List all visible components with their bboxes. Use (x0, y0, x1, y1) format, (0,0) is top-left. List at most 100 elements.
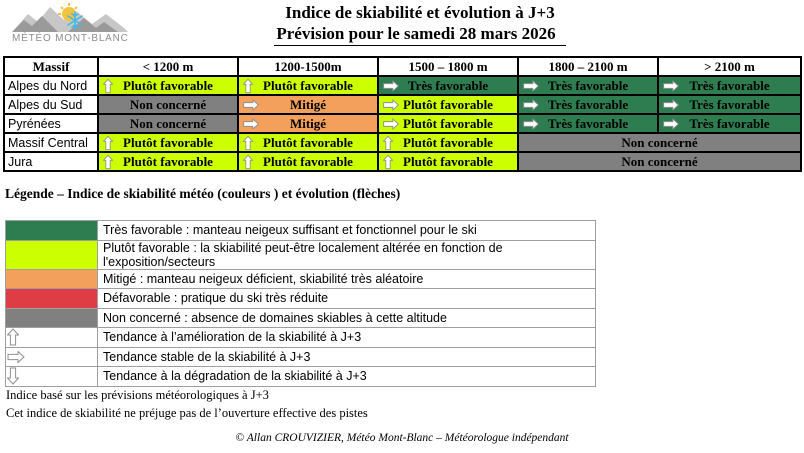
title-line1: Indice de skiabilité et évolution à J+3 (285, 3, 555, 22)
legend-row: Mitigé : manteau neigeux déficient, skia… (5, 268, 596, 289)
status-cell: Très favorable (657, 75, 802, 96)
table-row: Jura Plutôt favorable Plutôt favorable Plut… (3, 151, 802, 172)
legend-item-text: Plutôt favorable : la skiabilité peut-êt… (97, 239, 596, 270)
footnote-line2: Cet indice de skiabilité ne préjuge pas … (6, 406, 368, 420)
legend-row: Non concerné : absence de domaines skiab… (5, 307, 596, 328)
status-label: Très favorable (547, 115, 629, 131)
status-cell: Plutôt favorable (97, 151, 239, 172)
status-cell: Plutôt favorable (237, 132, 379, 153)
status-label: Plutôt favorable (123, 134, 213, 150)
status-cell: Non concerné (517, 132, 802, 153)
table-row: Pyrénées Non concerné Mitigé Plutôt favorab… (3, 113, 802, 134)
status-label: Très favorable (689, 96, 770, 112)
trend-right-icon (383, 80, 399, 91)
col-header-massif: Massif (3, 56, 99, 77)
mountain-sun-snowflake-icon (12, 3, 128, 32)
trend-right-icon (663, 99, 679, 110)
forecast-table: Massif < 1200 m 1200-1500m 1500 – 1800 m 180… (3, 56, 802, 172)
legend-item-text: Mitigé : manteau neigeux déficient, skia… (97, 268, 596, 289)
status-label: Non concerné (621, 134, 698, 150)
legend-item-text: Tendance stable de la skiabilité à J+3 (97, 346, 596, 367)
status-label: Plutôt favorable (263, 153, 353, 169)
status-label: Non concerné (621, 153, 698, 169)
header-row: Massif < 1200 m 1200-1500m 1500 – 1800 m 180… (3, 56, 802, 77)
status-cell: Non concerné (517, 151, 802, 172)
meteo-mont-blanc-logo: MÉTÉO MONT-BLANC (12, 2, 162, 44)
status-label: Très favorable (547, 96, 629, 112)
legend-row: Défavorable : pratique du ski très rédui… (5, 288, 596, 309)
status-label: Plutôt favorable (263, 77, 353, 93)
copyright: © Allan CROUVIZIER, Météo Mont-Blanc – M… (235, 432, 569, 444)
status-label: Plutôt favorable (403, 134, 493, 150)
status-label: Plutôt favorable (403, 115, 493, 131)
col-header-altitude: < 1200 m (97, 56, 239, 77)
legend-item-text: Tendance à la dégradation de la skiabili… (97, 366, 596, 387)
trend-right-icon (7, 350, 25, 363)
legend-arrow-swatch (5, 366, 98, 387)
status-cell: Plutôt favorable (377, 113, 519, 134)
trend-up-icon (383, 135, 393, 150)
status-label: Plutôt favorable (263, 134, 353, 150)
status-label: Plutôt favorable (403, 153, 493, 169)
status-label: Très favorable (407, 77, 489, 93)
legend-color-swatch (5, 288, 98, 309)
status-label: Plutôt favorable (123, 153, 213, 169)
legend-arrow-swatch (5, 327, 98, 348)
legend-item-text: Tendance à l’amélioration de la skiabili… (97, 327, 596, 348)
trend-right-icon (243, 118, 259, 129)
status-cell: Plutôt favorable (377, 132, 519, 153)
trend-up-icon (243, 78, 253, 93)
status-label: Mitigé (289, 115, 327, 131)
status-label: Très favorable (689, 77, 770, 93)
trend-right-icon (523, 118, 539, 129)
status-cell: Plutôt favorable (237, 75, 379, 96)
status-label: Non concerné (129, 96, 207, 112)
trend-right-icon (383, 99, 399, 110)
legend-color-swatch (5, 268, 98, 289)
page-title: Indice de skiabilité et évolution à J+3 … (170, 2, 670, 46)
title-line2: Prévision pour le samedi 28 mars 2026 (170, 23, 670, 46)
massif-name: Pyrénées (3, 113, 99, 134)
status-cell: Plutôt favorable (377, 151, 519, 172)
trend-right-icon (243, 99, 259, 110)
col-header-altitude: > 2100 m (657, 56, 802, 77)
massif-name: Alpes du Nord (3, 75, 99, 96)
legend-item-text: Très favorable : manteau neigeux suffisa… (97, 220, 596, 241)
status-cell: Plutôt favorable (237, 151, 379, 172)
trend-up-icon (383, 154, 393, 169)
status-cell: Plutôt favorable (97, 132, 239, 153)
status-label: Mitigé (289, 96, 327, 112)
trend-right-icon (383, 118, 399, 129)
trend-right-icon (523, 99, 539, 110)
trend-up-icon (103, 78, 113, 93)
table-row: Alpes du Nord Plutôt favorable Plutôt favo… (3, 75, 802, 96)
legend-title: Légende – Indice de skiabilité météo (co… (5, 186, 401, 201)
legend-table: Très favorable : manteau neigeux suffisa… (5, 220, 596, 387)
status-cell: Très favorable (377, 75, 519, 96)
status-label: Plutôt favorable (403, 96, 493, 112)
status-label: Non concerné (129, 115, 207, 131)
trend-up-icon (103, 154, 113, 169)
footnotes: Indice basé sur les prévisions météorolo… (6, 386, 368, 422)
status-cell: Plutôt favorable (377, 94, 519, 115)
trend-up-icon (243, 135, 253, 150)
massif-name: Jura (3, 151, 99, 172)
status-label: Très favorable (547, 77, 629, 93)
legend-color-swatch (5, 239, 98, 270)
status-cell: Non concerné (97, 94, 239, 115)
trend-right-icon (663, 118, 679, 129)
trend-up-icon (103, 135, 113, 150)
legend-color-swatch (5, 307, 98, 328)
footnote-line1: Indice basé sur les prévisions météorolo… (6, 388, 269, 402)
legend-row: Plutôt favorable : la skiabilité peut-êt… (5, 239, 596, 270)
col-header-altitude: 1800 – 2100 m (517, 56, 659, 77)
legend-row: Tendance à la dégradation de la skiabili… (5, 366, 596, 387)
status-cell: Non concerné (97, 113, 239, 134)
legend-item-text: Non concerné : absence de domaines skiab… (97, 307, 596, 328)
trend-right-icon (663, 80, 679, 91)
trend-up-icon (7, 328, 19, 346)
legend-arrow-swatch (5, 346, 98, 367)
legend-color-swatch (5, 220, 98, 241)
table-row: Massif Central Plutôt favorable Plutôt fav… (3, 132, 802, 153)
